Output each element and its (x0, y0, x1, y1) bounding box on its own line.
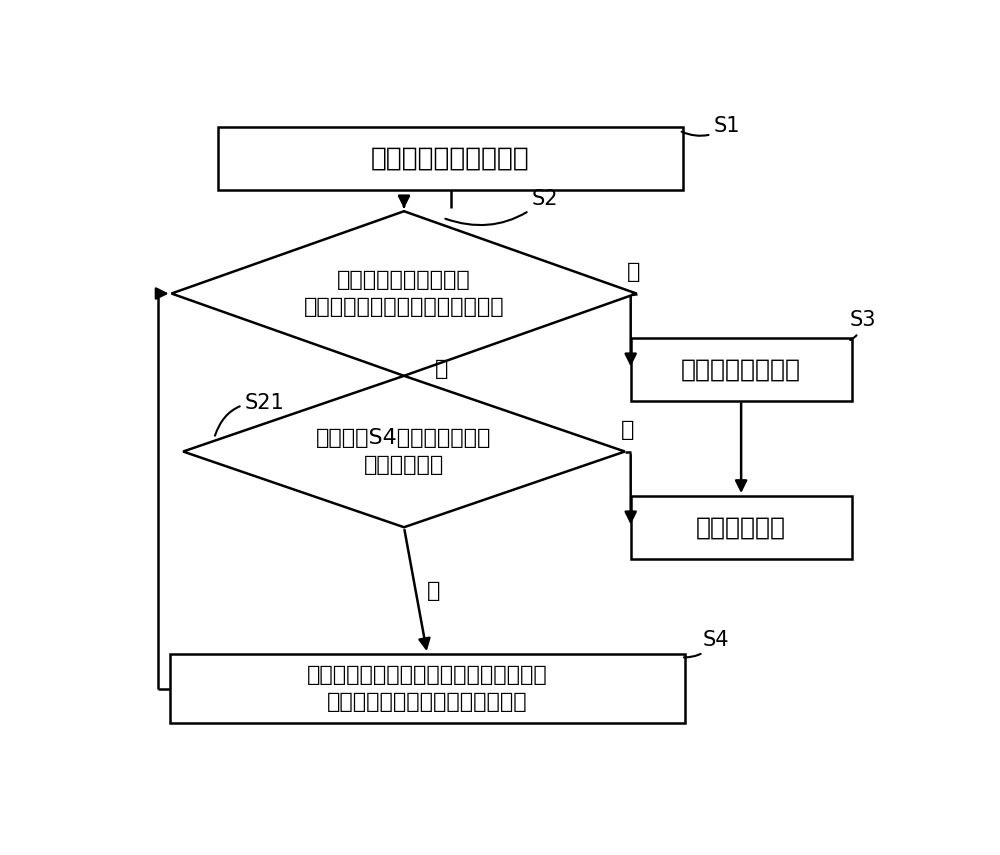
Text: S2: S2 (445, 189, 558, 225)
FancyBboxPatch shape (170, 654, 685, 723)
FancyBboxPatch shape (631, 338, 852, 400)
Text: S3: S3 (850, 310, 876, 340)
Text: 闭合燃料电池继电器；
判断车辆的绝缘值是否大于设定值: 闭合燃料电池继电器； 判断车辆的绝缘值是否大于设定值 (304, 270, 504, 316)
Polygon shape (172, 211, 637, 376)
Text: 否: 否 (427, 581, 441, 600)
Text: S21: S21 (215, 392, 285, 436)
FancyBboxPatch shape (631, 496, 852, 558)
Text: S4: S4 (684, 630, 729, 657)
Text: 是: 是 (621, 420, 634, 439)
Text: 是: 是 (627, 262, 640, 281)
Text: 否: 否 (435, 359, 448, 380)
Text: 断开燃料电池继电器，纯电模式下启动燃
料电池冷却系统，并运行设定时间: 断开燃料电池继电器，纯电模式下启动燃 料电池冷却系统，并运行设定时间 (307, 665, 548, 711)
Text: 车辆在纯电模式下上电: 车辆在纯电模式下上电 (371, 145, 530, 172)
Text: 启动燃料电池系统: 启动燃料电池系统 (681, 357, 801, 381)
FancyBboxPatch shape (218, 127, 683, 190)
Text: S1: S1 (682, 116, 740, 136)
Text: 发送故障报警: 发送故障报警 (696, 516, 786, 540)
Polygon shape (183, 376, 625, 528)
Text: 判断步骤S4的执行次数是否
达到设定次数: 判断步骤S4的执行次数是否 达到设定次数 (316, 428, 492, 475)
